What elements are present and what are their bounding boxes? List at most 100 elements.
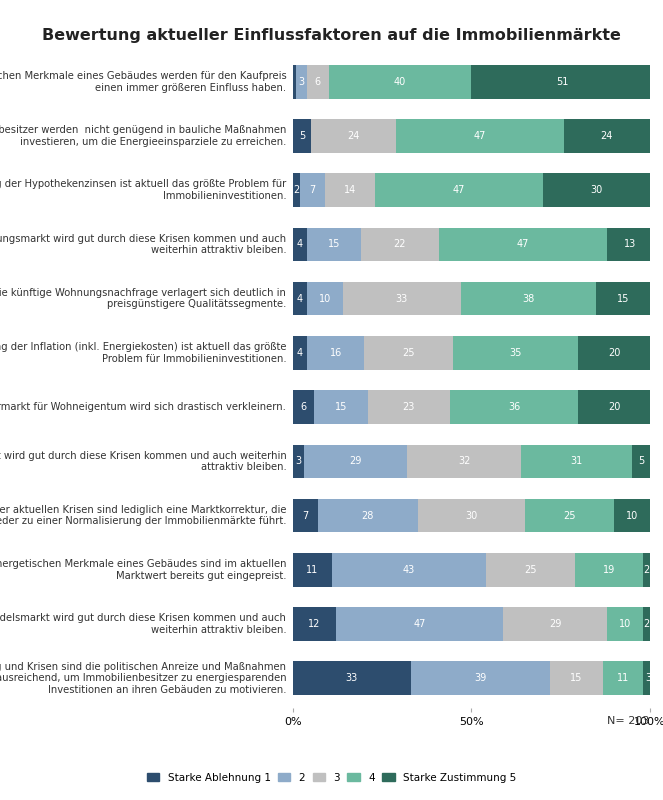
Bar — [293, 65, 296, 98]
Text: 2: 2 — [643, 565, 649, 574]
Text: Die Entwicklung der Inflation (inkl. Energiekosten) ist aktuell das größte
Probl: Die Entwicklung der Inflation (inkl. Ene… — [0, 342, 286, 364]
Text: N= 203: N= 203 — [607, 716, 650, 726]
Text: 47: 47 — [474, 131, 487, 141]
Text: 5: 5 — [638, 456, 644, 466]
Text: 3: 3 — [645, 673, 651, 683]
Bar — [293, 119, 311, 153]
Bar — [293, 445, 304, 478]
Bar — [418, 498, 525, 532]
Bar — [293, 553, 332, 586]
Bar — [396, 119, 564, 153]
Text: 2: 2 — [643, 619, 649, 629]
Bar — [293, 174, 300, 207]
Bar — [307, 65, 329, 98]
Bar — [525, 498, 614, 532]
Bar — [307, 336, 364, 370]
Text: 25: 25 — [524, 565, 536, 574]
Bar — [453, 336, 578, 370]
Text: 36: 36 — [508, 402, 520, 412]
Text: 40: 40 — [394, 77, 406, 87]
Text: 4: 4 — [297, 239, 303, 250]
Bar — [521, 445, 632, 478]
Legend: Starke Ablehnung 1, 2, 3, 4, Starke Zustimmung 5: Starke Ablehnung 1, 2, 3, 4, Starke Zust… — [143, 769, 520, 786]
Bar — [293, 390, 314, 424]
Text: 29: 29 — [349, 456, 361, 466]
Text: 19: 19 — [603, 565, 615, 574]
Bar — [642, 607, 650, 641]
Text: 14: 14 — [344, 186, 356, 195]
Text: 32: 32 — [458, 456, 470, 466]
Bar — [293, 498, 318, 532]
Text: 5: 5 — [299, 131, 305, 141]
Bar — [307, 228, 361, 262]
Bar — [364, 336, 453, 370]
Text: 47: 47 — [517, 239, 529, 250]
Bar — [642, 553, 650, 586]
Text: Der Büromarkt wird gut durch diese Krisen kommen und auch weiterhin
attraktiv bl: Der Büromarkt wird gut durch diese Krise… — [0, 450, 286, 472]
Bar — [603, 662, 642, 695]
Text: 31: 31 — [570, 456, 583, 466]
Text: Der Wohnungsmarkt wird gut durch diese Krisen kommen und auch
weiterhin attrakti: Der Wohnungsmarkt wird gut durch diese K… — [0, 234, 286, 255]
Text: 10: 10 — [626, 510, 638, 521]
Text: 11: 11 — [306, 565, 319, 574]
Bar — [293, 607, 335, 641]
Bar — [543, 174, 650, 207]
Bar — [293, 228, 307, 262]
Bar — [343, 282, 461, 315]
Text: 15: 15 — [335, 402, 347, 412]
Text: 6: 6 — [300, 402, 307, 412]
Text: 23: 23 — [402, 402, 415, 412]
Text: 10: 10 — [619, 619, 631, 629]
Text: 35: 35 — [510, 348, 522, 358]
Bar — [293, 662, 410, 695]
Text: 20: 20 — [608, 402, 621, 412]
Text: 20: 20 — [608, 348, 621, 358]
Text: 30: 30 — [590, 186, 603, 195]
Text: 30: 30 — [465, 510, 477, 521]
Text: 4: 4 — [297, 348, 303, 358]
Text: 25: 25 — [563, 510, 575, 521]
Text: 39: 39 — [474, 673, 487, 683]
Bar — [596, 282, 650, 315]
Bar — [575, 553, 642, 586]
Bar — [578, 336, 650, 370]
Bar — [503, 607, 607, 641]
Bar — [461, 282, 596, 315]
Text: Die energetischen Merkmale eines Gebäudes werden für den Kaufpreis
einen immer g: Die energetischen Merkmale eines Gebäude… — [0, 71, 286, 93]
Text: Trotz Krieg und Krisen sind die politischen Anreize und Maßnahmen
ausreichend, u: Trotz Krieg und Krisen sind die politisc… — [0, 662, 286, 694]
Bar — [407, 445, 521, 478]
Bar — [564, 119, 650, 153]
Text: 24: 24 — [601, 131, 613, 141]
Text: 28: 28 — [361, 510, 374, 521]
Text: 15: 15 — [617, 294, 629, 304]
Bar — [329, 65, 471, 98]
Bar — [578, 390, 650, 424]
Text: Die energetischen Merkmale eines Gebäudes sind im aktuellen
Marktwert bereits gu: Die energetischen Merkmale eines Gebäude… — [0, 559, 286, 581]
Bar — [335, 607, 503, 641]
Bar — [318, 498, 418, 532]
Bar — [471, 65, 653, 98]
Bar — [439, 228, 607, 262]
Bar — [304, 445, 407, 478]
Text: 29: 29 — [549, 619, 562, 629]
Bar — [311, 119, 396, 153]
Text: Der Käufermarkt für Wohneigentum wird sich drastisch verkleinern.: Der Käufermarkt für Wohneigentum wird si… — [0, 402, 286, 412]
Bar — [550, 662, 603, 695]
Text: 22: 22 — [394, 239, 406, 250]
Text: 24: 24 — [347, 131, 360, 141]
Text: 10: 10 — [319, 294, 331, 304]
Bar — [296, 65, 307, 98]
Bar — [632, 445, 650, 478]
Bar — [410, 662, 550, 695]
Text: 47: 47 — [414, 619, 426, 629]
Text: 2: 2 — [293, 186, 300, 195]
Text: 7: 7 — [302, 510, 308, 521]
Bar — [607, 228, 653, 262]
Bar — [332, 553, 485, 586]
Bar — [485, 553, 575, 586]
Text: 4: 4 — [297, 294, 303, 304]
Text: 7: 7 — [310, 186, 316, 195]
Bar — [607, 607, 642, 641]
Bar — [293, 336, 307, 370]
Text: Bewertung aktueller Einflussfaktoren auf die Immobilienmärkte: Bewertung aktueller Einflussfaktoren auf… — [42, 28, 621, 43]
